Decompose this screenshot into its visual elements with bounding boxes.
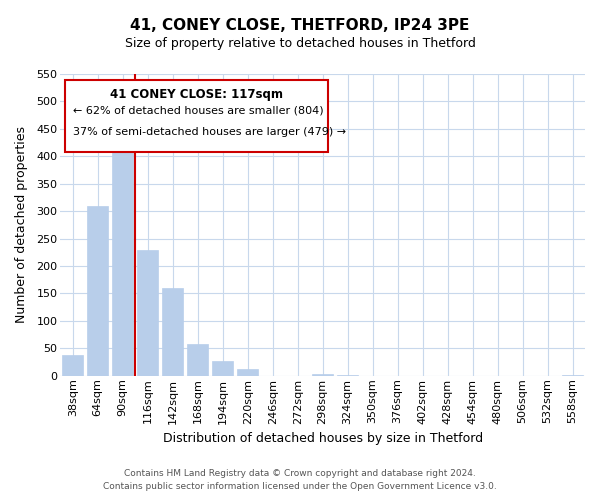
Bar — [162, 288, 184, 376]
Text: 41, CONEY CLOSE, THETFORD, IP24 3PE: 41, CONEY CLOSE, THETFORD, IP24 3PE — [130, 18, 470, 32]
Bar — [87, 206, 109, 376]
FancyBboxPatch shape — [65, 80, 328, 152]
Bar — [212, 361, 233, 376]
Bar — [137, 250, 158, 376]
Bar — [187, 344, 208, 376]
Bar — [312, 374, 333, 376]
Y-axis label: Number of detached properties: Number of detached properties — [15, 126, 28, 324]
Text: 37% of semi-detached houses are larger (479) →: 37% of semi-detached houses are larger (… — [73, 127, 346, 137]
Bar — [562, 374, 583, 376]
Bar — [337, 375, 358, 376]
Text: 41 CONEY CLOSE: 117sqm: 41 CONEY CLOSE: 117sqm — [110, 88, 283, 101]
X-axis label: Distribution of detached houses by size in Thetford: Distribution of detached houses by size … — [163, 432, 482, 445]
Text: Contains HM Land Registry data © Crown copyright and database right 2024.: Contains HM Land Registry data © Crown c… — [124, 468, 476, 477]
Text: Contains public sector information licensed under the Open Government Licence v3: Contains public sector information licen… — [103, 482, 497, 491]
Text: Size of property relative to detached houses in Thetford: Size of property relative to detached ho… — [125, 38, 475, 51]
Bar — [112, 125, 133, 376]
Text: ← 62% of detached houses are smaller (804): ← 62% of detached houses are smaller (80… — [73, 106, 324, 116]
Bar — [62, 355, 83, 376]
Bar — [237, 369, 258, 376]
